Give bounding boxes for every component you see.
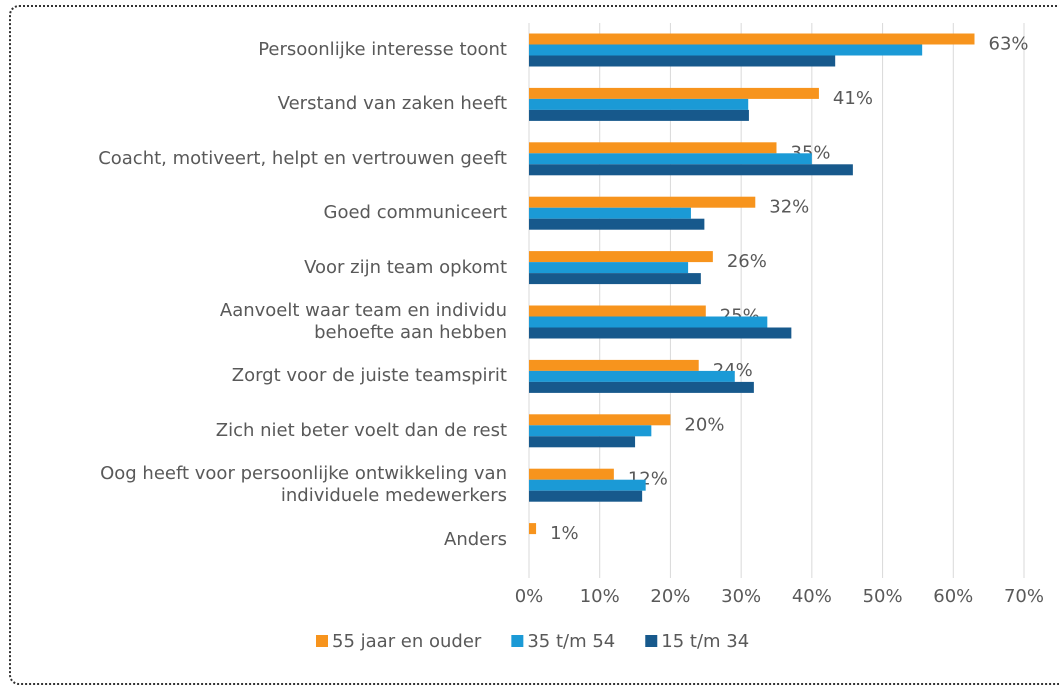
bar bbox=[529, 305, 706, 317]
legend-swatch bbox=[645, 635, 658, 647]
bar bbox=[529, 44, 923, 56]
bar bbox=[529, 316, 768, 328]
x-tick-label: 60% bbox=[933, 586, 973, 607]
category-label: Zorgt voor de juiste teamspirit bbox=[231, 365, 507, 387]
bar bbox=[529, 109, 749, 121]
chart: 0% 10% 20% 30% 40% 50% 60% 70%63%41%35%32%26%25… bbox=[316, 23, 1044, 652]
category-label: Coacht, motiveert, helpt en vertrouwen g… bbox=[98, 147, 507, 169]
bar bbox=[529, 262, 689, 274]
bar bbox=[529, 327, 792, 339]
data-label: 32% bbox=[769, 197, 809, 218]
bar bbox=[529, 468, 614, 480]
bar bbox=[529, 196, 756, 208]
page: {"chart_data": {"type": "bar", "orientat… bbox=[9, 5, 1059, 685]
bar bbox=[529, 55, 836, 67]
x-tick-label: 40% bbox=[792, 586, 832, 607]
x-tick-label: 0% bbox=[515, 586, 544, 607]
bar bbox=[529, 490, 643, 502]
bar bbox=[529, 370, 735, 382]
legend-label: 55 jaar en ouder bbox=[332, 631, 482, 652]
category-label: Goed communiceert bbox=[323, 202, 507, 224]
x-tick-label: 50% bbox=[863, 586, 903, 607]
bar bbox=[529, 523, 537, 535]
bar bbox=[529, 33, 975, 45]
bar bbox=[529, 359, 699, 371]
category-label: Anders bbox=[444, 528, 507, 550]
bar bbox=[529, 425, 652, 437]
bar bbox=[529, 251, 713, 263]
category-label: Oog heeft voor persoonlijke ontwikkeling… bbox=[100, 463, 507, 507]
category-label: Zich niet beter voelt dan de rest bbox=[215, 419, 507, 441]
legend-swatch bbox=[511, 635, 524, 647]
data-label: 1% bbox=[550, 523, 579, 544]
x-tick-label: 70% bbox=[1004, 586, 1044, 607]
bar bbox=[529, 381, 754, 393]
bar bbox=[529, 153, 812, 165]
bar bbox=[529, 142, 777, 154]
bar bbox=[529, 164, 853, 176]
bar bbox=[529, 479, 646, 491]
legend-label: 15 t/m 34 bbox=[661, 631, 749, 652]
bar bbox=[529, 218, 705, 230]
bar bbox=[529, 436, 636, 448]
bar bbox=[529, 273, 701, 285]
bar bbox=[529, 87, 819, 99]
data-label: 26% bbox=[727, 251, 767, 272]
bar bbox=[529, 207, 691, 219]
x-tick-label: 10% bbox=[580, 586, 620, 607]
legend-swatch bbox=[316, 635, 328, 647]
category-label: Persoonlijke interesse toont bbox=[258, 39, 507, 60]
category-label: Voor zijn team opkomt bbox=[304, 256, 507, 278]
data-label: 20% bbox=[684, 414, 724, 435]
x-tick-label: 20% bbox=[650, 586, 690, 607]
legend-label: 35 t/m 54 bbox=[527, 631, 615, 652]
data-label: 63% bbox=[989, 34, 1029, 55]
data-label: 41% bbox=[833, 88, 873, 109]
x-tick-label: 30% bbox=[721, 586, 761, 607]
category-label: Aanvoelt waar team en individu behoefte … bbox=[219, 300, 507, 343]
bar bbox=[529, 414, 671, 426]
category-label: Verstand van zaken heeft bbox=[277, 93, 507, 115]
bar bbox=[529, 98, 749, 110]
